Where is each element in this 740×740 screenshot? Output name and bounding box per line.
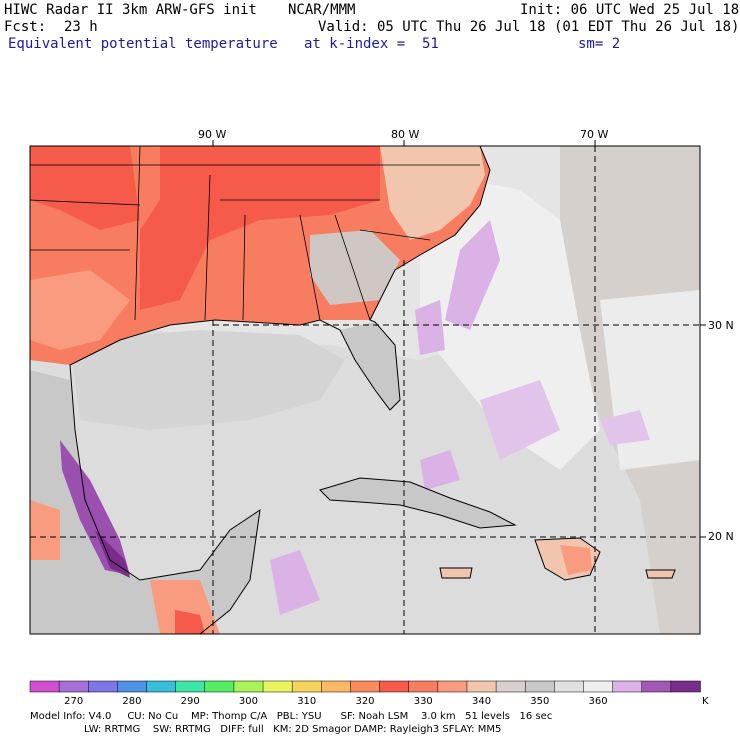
lat-label-20n: 20 N <box>708 530 734 543</box>
color-bar-tick-label: 270 <box>64 696 83 707</box>
lon-label-80w: 80 W <box>391 128 420 141</box>
color-bar-swatch <box>29 680 60 693</box>
color-bar-swatch <box>204 680 235 693</box>
smoothing-label: sm= 2 <box>578 36 621 52</box>
color-bar-tick-label: 300 <box>239 696 258 707</box>
usa-hot-west <box>30 146 140 230</box>
forecast-hour: 23 h <box>64 19 98 35</box>
color-bar-swatch <box>175 680 206 693</box>
florida <box>340 322 400 410</box>
lavender-patch-caribbean <box>270 550 320 615</box>
lavender-patch-bahamas <box>420 450 460 490</box>
frame-ticks <box>212 140 706 538</box>
color-bar-swatch <box>58 680 90 693</box>
hispaniola-core <box>560 545 592 575</box>
state-boundaries <box>30 146 480 321</box>
mainland-coastline <box>69 146 491 634</box>
color-bar-tick-label: 310 <box>297 696 316 707</box>
color-bar-tick-label: 340 <box>472 696 491 707</box>
latlon-grid <box>30 146 700 634</box>
map-frame <box>29 145 701 635</box>
model-title: HIWC Radar II 3km ARW-GFS init <box>4 2 257 18</box>
color-bar-swatch <box>670 680 701 693</box>
usa-hot-core <box>140 146 380 310</box>
usa-pale-east <box>380 146 485 240</box>
model-info-line2: LW: RRTMG SW: RRTMG DIFF: full KM: 2D Sm… <box>30 724 502 735</box>
color-bar-tick-label: 290 <box>181 696 200 707</box>
model-info-line1: Model Info: V4.0 CU: No Cu MP: Thomp C/A… <box>30 711 553 722</box>
georgia-gray <box>310 230 400 305</box>
jamaica <box>440 568 472 578</box>
color-bar-swatch <box>495 680 526 693</box>
gulf-gray <box>70 330 345 430</box>
lavender-patch-atlantic-2 <box>415 300 445 355</box>
lon-label-90w: 90 W <box>198 128 227 141</box>
valid-time: Valid: 05 UTC Thu 26 Jul 18 (01 EDT Thu … <box>318 19 740 35</box>
color-bar-swatch <box>321 680 352 693</box>
color-bar-swatch <box>466 680 497 693</box>
color-bar-swatch <box>583 680 614 693</box>
lat-label-30n: 30 N <box>708 319 734 332</box>
color-bar-swatch <box>262 680 293 693</box>
lavender-patch-atlantic-1 <box>445 220 500 330</box>
forecast-label: Fcst: <box>4 19 47 35</box>
mexico-west-mid <box>30 500 60 560</box>
field-name: Equivalent potential temperature <box>8 36 278 52</box>
texas-mid <box>30 270 130 350</box>
color-bar-swatch <box>554 680 585 693</box>
theta-e-field <box>30 146 700 634</box>
color-bar-swatch <box>233 680 264 693</box>
color-bar-swatch <box>291 680 323 693</box>
central-america-hot <box>175 610 205 634</box>
color-bar-swatch <box>612 680 643 693</box>
color-bar-tick-label: 350 <box>530 696 549 707</box>
color-bar-tick-label: 360 <box>588 696 607 707</box>
color-bar-tick-label: 330 <box>414 696 433 707</box>
color-bar-swatch <box>437 680 468 693</box>
institution-label: NCAR/MMM <box>288 2 356 18</box>
puerto-rico-coastline <box>645 569 676 579</box>
hispaniola-coastline <box>534 537 601 581</box>
k-index-label: at k-index = 51 <box>304 36 439 52</box>
color-bar-swatch <box>117 680 148 693</box>
color-bar-swatch <box>379 680 410 693</box>
lavender-patch-atlantic-3 <box>480 380 560 460</box>
color-bar-swatch <box>88 680 119 693</box>
color-bar <box>29 680 701 693</box>
color-bar-swatch <box>641 680 672 693</box>
central-america-mid <box>150 580 220 634</box>
lavender-patch-east <box>600 410 650 445</box>
cuba <box>320 478 515 528</box>
coastlines <box>30 146 676 634</box>
color-bar-swatch <box>146 680 177 693</box>
cuba-coastline <box>319 477 517 529</box>
init-time: Init: 06 UTC Wed 25 Jul 18 <box>520 2 740 18</box>
mexico-land <box>30 370 260 634</box>
jamaica-coastline <box>439 567 473 579</box>
mexico-purple-band <box>60 440 130 575</box>
puerto-rico <box>646 570 675 578</box>
color-bar-swatch <box>408 680 439 693</box>
color-bar-labels: 270 280 290 300 310 320 330 340 350 360 K <box>64 696 709 707</box>
color-bar-swatch <box>524 680 556 693</box>
color-bar-unit: K <box>702 696 709 707</box>
color-bar-tick-label: 320 <box>355 696 374 707</box>
mexico-dark-purple <box>95 530 130 578</box>
color-bar-tick-label: 280 <box>122 696 141 707</box>
lon-label-70w: 70 W <box>580 128 609 141</box>
color-bar-swatch <box>350 680 381 693</box>
